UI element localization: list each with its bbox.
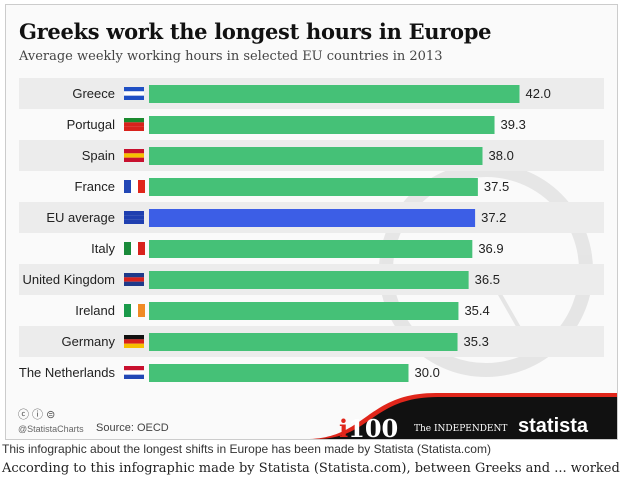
category-label: Germany [62, 334, 116, 349]
flag-icon [131, 304, 138, 317]
footer: ⓒ ⓘ ⊜ @StatistaCharts Source: OECD i100 … [6, 388, 617, 443]
flag-icon [124, 180, 131, 193]
flag-icon [124, 126, 144, 131]
value-label: 30.0 [415, 365, 440, 380]
flag-icon [131, 180, 138, 193]
independent-logo: The INDEPENDENT [414, 424, 508, 434]
category-label: United Kingdom [23, 272, 116, 287]
category-label: France [75, 179, 115, 194]
category-label: Italy [91, 241, 115, 256]
flag-icon [124, 91, 144, 96]
bar-spain [149, 147, 483, 165]
bar-portugal [149, 116, 495, 134]
bar-chart: Greece 42.0 Portugal 39.3 Spain 38.0 France 37.… [19, 78, 604, 382]
bar-france [149, 178, 478, 196]
flag-icon [124, 118, 144, 123]
infographic: Greeks work the longest hours in Europe … [5, 4, 618, 443]
creative-commons-icon: ⓒ ⓘ ⊜ [18, 409, 56, 421]
flag-icon [124, 211, 144, 216]
flag-icon [124, 87, 144, 92]
category-label: Spain [82, 148, 115, 163]
value-label: 39.3 [501, 117, 526, 132]
flag-icon [124, 277, 144, 282]
chart-title: Greeks work the longest hours in Europe [19, 19, 492, 44]
value-label: 38.0 [489, 148, 514, 163]
flag-icon [138, 180, 145, 193]
flag-icon [124, 122, 144, 127]
value-label: 42.0 [526, 86, 551, 101]
statista-logo: statista [518, 415, 589, 437]
flag-icon [138, 304, 145, 317]
source: Source: OECD [96, 422, 169, 434]
flag-icon [124, 343, 144, 348]
flag-icon [124, 149, 144, 154]
category-label: Portugal [67, 117, 116, 132]
i100-logo: i100 [339, 414, 399, 443]
flag-icon [124, 95, 144, 100]
bar-greece [149, 85, 520, 103]
flag-icon [124, 153, 144, 158]
value-label: 37.2 [481, 210, 506, 225]
flag-icon [131, 242, 138, 255]
bar-the-netherlands [149, 364, 409, 382]
category-label: The Netherlands [19, 365, 116, 380]
flag-icon [124, 339, 144, 344]
flag-icon [124, 370, 144, 375]
flag-icon [124, 374, 144, 379]
flag-icon [124, 304, 131, 317]
value-label: 35.3 [464, 334, 489, 349]
flag-icon [124, 273, 144, 278]
image-caption: This infographic about the longest shift… [2, 442, 491, 456]
bar-eu-average [149, 209, 476, 227]
bar-united-kingdom [149, 271, 469, 289]
flag-icon [124, 215, 144, 220]
value-label: 36.5 [475, 272, 500, 287]
bar-italy [149, 240, 473, 258]
flag-icon [124, 242, 131, 255]
bar-germany [149, 333, 458, 351]
value-label: 36.9 [478, 241, 503, 256]
flag-icon [124, 219, 144, 224]
flag-icon [124, 281, 144, 286]
chart-subtitle: Average weekly working hours in selected… [19, 49, 443, 64]
category-label: Ireland [75, 303, 115, 318]
flag-icon [124, 157, 144, 162]
value-label: 35.4 [464, 303, 489, 318]
category-label: Greece [72, 86, 115, 101]
flag-icon [124, 366, 144, 371]
flag-icon [124, 335, 144, 340]
category-label: EU average [46, 210, 115, 225]
flag-icon [138, 242, 145, 255]
article-paragraph: According to this infographic made by St… [2, 461, 620, 476]
value-label: 37.5 [484, 179, 509, 194]
twitter-handle: @StatistaCharts [18, 424, 84, 434]
bar-ireland [149, 302, 459, 320]
